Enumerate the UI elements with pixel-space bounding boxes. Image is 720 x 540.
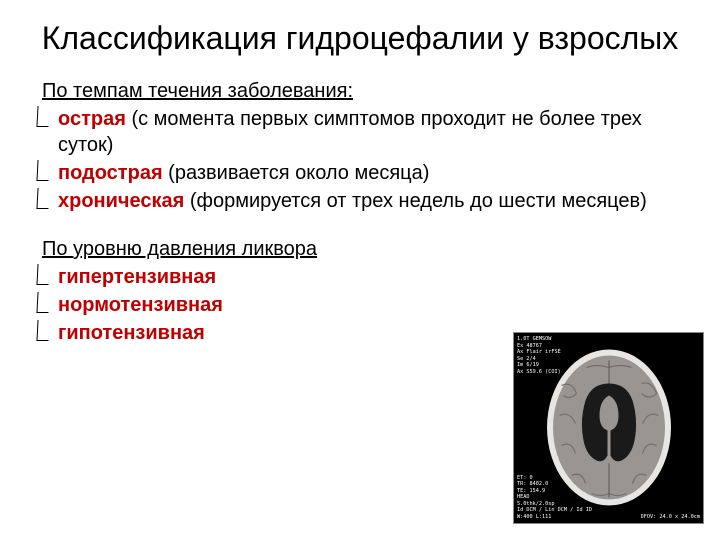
item-bold: подострая bbox=[58, 162, 163, 184]
item-bold: гипертензивная bbox=[58, 266, 216, 288]
item-bold: гипотензивная bbox=[58, 322, 205, 344]
list-item: нормотензивная bbox=[30, 292, 690, 318]
item-bold: острая bbox=[58, 108, 126, 130]
mri-info-bottom-right: DFOV: 24.0 x 24.0cm bbox=[641, 514, 700, 521]
mri-scan-image: 1.0T GEMSOW Ex 48767 Ax Flair irFSE Se 2… bbox=[513, 332, 704, 524]
slide-content: По темпам течения заболевания: острая (с… bbox=[30, 78, 690, 346]
item-rest: (формируется от трех недель до шести мес… bbox=[184, 190, 646, 212]
brain-illustration bbox=[541, 346, 676, 511]
slide-title: Классификация гидроцефалии у взрослых bbox=[30, 18, 690, 58]
section1-list: острая (с момента первых симптомов прохо… bbox=[30, 106, 690, 214]
section2-header: По уровню давления ликвора bbox=[42, 236, 690, 262]
item-bold: хроническая bbox=[58, 190, 184, 212]
list-item: хроническая (формируется от трех недель … bbox=[30, 188, 690, 214]
list-item: острая (с момента первых симптомов прохо… bbox=[30, 106, 690, 158]
list-item: гипертензивная bbox=[30, 264, 690, 290]
item-bold: нормотензивная bbox=[58, 294, 223, 316]
item-rest: (с момента первых симптомов проходит не … bbox=[58, 108, 642, 156]
list-item: подострая (развивается около месяца) bbox=[30, 160, 690, 186]
section1-header: По темпам течения заболевания: bbox=[42, 78, 690, 104]
item-rest: (развивается около месяца) bbox=[163, 162, 430, 184]
